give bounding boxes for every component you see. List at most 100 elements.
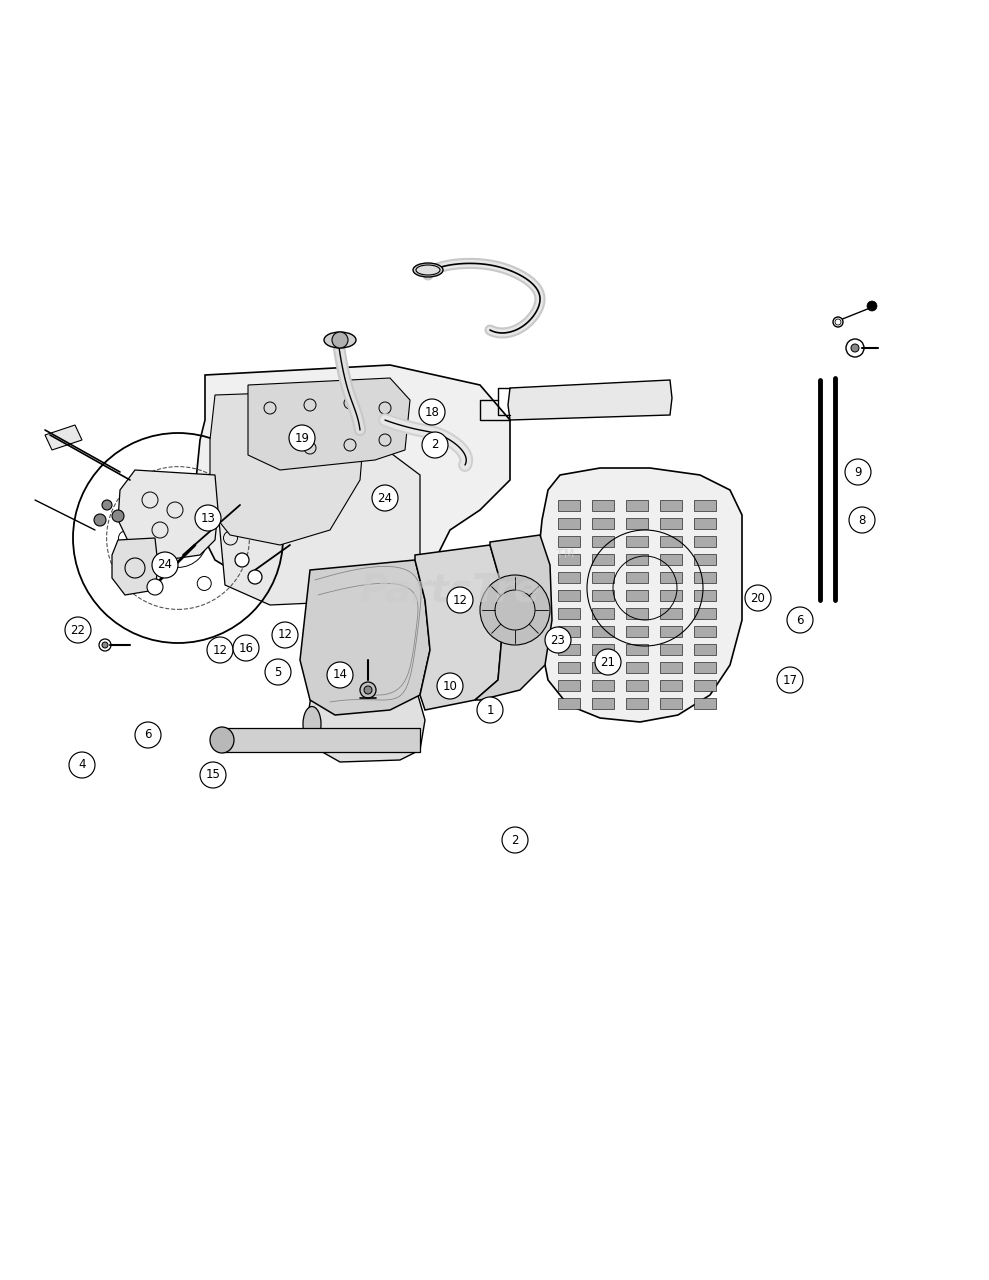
Polygon shape xyxy=(694,698,716,709)
Polygon shape xyxy=(558,500,580,511)
Polygon shape xyxy=(558,518,580,529)
Circle shape xyxy=(265,659,291,685)
Polygon shape xyxy=(592,662,614,673)
Ellipse shape xyxy=(416,265,440,275)
Polygon shape xyxy=(558,626,580,637)
Polygon shape xyxy=(112,538,158,595)
Circle shape xyxy=(69,751,95,778)
Circle shape xyxy=(545,627,571,653)
Text: 24: 24 xyxy=(378,492,393,504)
Polygon shape xyxy=(626,662,648,673)
Text: 12: 12 xyxy=(453,594,468,607)
Polygon shape xyxy=(660,500,682,511)
Circle shape xyxy=(112,509,124,522)
Circle shape xyxy=(332,332,348,348)
Text: 19: 19 xyxy=(295,431,310,444)
Circle shape xyxy=(867,301,877,311)
Polygon shape xyxy=(558,536,580,547)
Text: 9: 9 xyxy=(854,466,861,479)
Polygon shape xyxy=(660,644,682,655)
Circle shape xyxy=(447,588,473,613)
Circle shape xyxy=(777,667,803,692)
Polygon shape xyxy=(660,698,682,709)
Circle shape xyxy=(200,762,226,788)
Polygon shape xyxy=(308,685,425,762)
Text: PartsTre: PartsTre xyxy=(360,571,540,609)
Polygon shape xyxy=(660,680,682,691)
Polygon shape xyxy=(660,662,682,673)
Polygon shape xyxy=(626,554,648,564)
Ellipse shape xyxy=(210,727,234,753)
Text: 17: 17 xyxy=(782,673,797,686)
Polygon shape xyxy=(660,608,682,620)
Text: 13: 13 xyxy=(201,512,216,525)
Circle shape xyxy=(272,622,298,648)
Polygon shape xyxy=(694,626,716,637)
Text: 4: 4 xyxy=(78,759,86,772)
Circle shape xyxy=(372,485,398,511)
Polygon shape xyxy=(660,518,682,529)
Polygon shape xyxy=(592,626,614,637)
Polygon shape xyxy=(694,608,716,620)
Polygon shape xyxy=(558,680,580,691)
Polygon shape xyxy=(558,554,580,564)
Text: 5: 5 xyxy=(274,666,282,678)
Ellipse shape xyxy=(303,707,321,741)
Circle shape xyxy=(477,698,503,723)
Polygon shape xyxy=(660,590,682,602)
Circle shape xyxy=(851,344,859,352)
Polygon shape xyxy=(248,378,410,470)
Text: 23: 23 xyxy=(551,634,566,646)
Polygon shape xyxy=(694,500,716,511)
Text: 2: 2 xyxy=(511,833,519,846)
Polygon shape xyxy=(626,518,648,529)
Polygon shape xyxy=(660,536,682,547)
Polygon shape xyxy=(592,554,614,564)
Polygon shape xyxy=(592,518,614,529)
Polygon shape xyxy=(694,662,716,673)
Circle shape xyxy=(422,431,448,458)
Circle shape xyxy=(833,317,843,326)
Circle shape xyxy=(94,515,106,526)
Circle shape xyxy=(135,722,161,748)
Polygon shape xyxy=(592,608,614,620)
Text: 24: 24 xyxy=(157,558,172,571)
Text: 6: 6 xyxy=(144,728,151,741)
Circle shape xyxy=(152,552,178,579)
Circle shape xyxy=(99,639,111,652)
Polygon shape xyxy=(626,572,648,582)
Polygon shape xyxy=(660,626,682,637)
Text: 8: 8 xyxy=(858,513,865,526)
Circle shape xyxy=(360,682,376,698)
Text: 10: 10 xyxy=(442,680,458,692)
Circle shape xyxy=(65,617,91,643)
Text: 12: 12 xyxy=(213,644,227,657)
Text: 21: 21 xyxy=(600,655,615,668)
Circle shape xyxy=(845,460,871,485)
Circle shape xyxy=(207,637,233,663)
Polygon shape xyxy=(592,572,614,582)
Text: 1: 1 xyxy=(487,704,494,717)
Circle shape xyxy=(289,425,315,451)
Polygon shape xyxy=(210,390,365,545)
Text: 16: 16 xyxy=(238,641,253,654)
Circle shape xyxy=(233,635,259,660)
Polygon shape xyxy=(694,572,716,582)
Polygon shape xyxy=(592,680,614,691)
Text: 20: 20 xyxy=(751,591,765,604)
Circle shape xyxy=(595,649,621,675)
Text: 18: 18 xyxy=(424,406,439,419)
Text: 22: 22 xyxy=(70,623,85,636)
Text: 2: 2 xyxy=(431,439,439,452)
Circle shape xyxy=(745,585,771,611)
Polygon shape xyxy=(558,662,580,673)
Text: 6: 6 xyxy=(796,613,804,626)
Circle shape xyxy=(102,643,108,648)
Polygon shape xyxy=(626,590,648,602)
Circle shape xyxy=(419,399,445,425)
Circle shape xyxy=(195,506,221,531)
Polygon shape xyxy=(218,445,420,605)
Polygon shape xyxy=(626,626,648,637)
Polygon shape xyxy=(475,535,552,700)
Circle shape xyxy=(327,662,353,689)
